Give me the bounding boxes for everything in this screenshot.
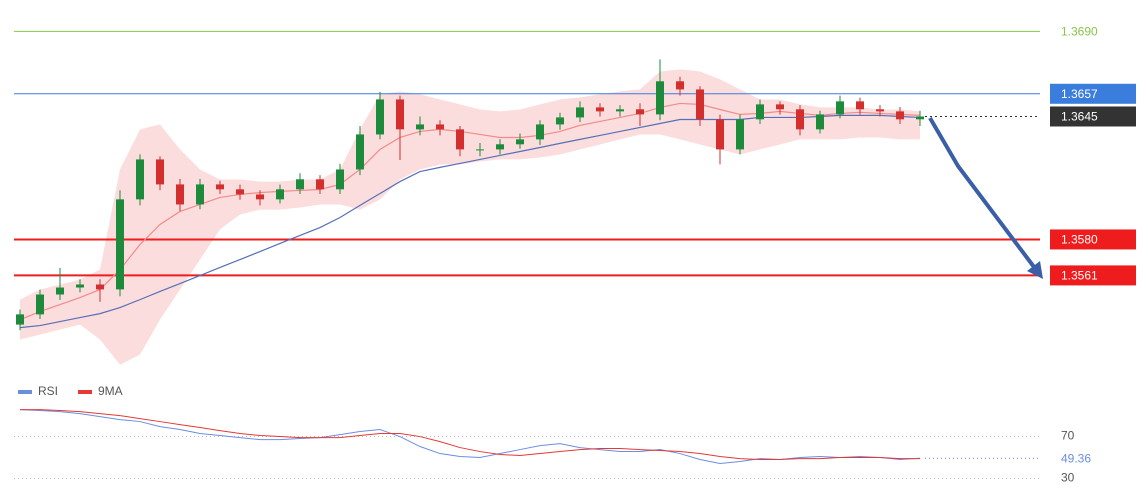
- candle-body: [276, 189, 284, 200]
- candle-body: [436, 124, 444, 130]
- legend-swatch: [18, 390, 32, 394]
- candle-body: [476, 149, 484, 151]
- level-box: [1050, 106, 1136, 127]
- level-label: 1.3645: [1061, 110, 1098, 124]
- candle-body: [796, 109, 804, 130]
- candle-body: [216, 184, 224, 190]
- y-tick-label: 70: [1061, 429, 1075, 443]
- candle-body: [256, 194, 264, 200]
- candle-body: [616, 109, 624, 112]
- candle-body: [636, 109, 644, 115]
- last-value-label: 49.36: [1061, 451, 1091, 465]
- candle-body: [576, 107, 584, 118]
- candle-body: [56, 287, 64, 295]
- candle-body: [736, 119, 744, 150]
- candle-body: [336, 169, 344, 190]
- candle-body: [396, 99, 404, 130]
- candle-body: [96, 284, 104, 290]
- band-layer: [20, 69, 920, 365]
- candle-body: [776, 104, 784, 110]
- candle-body: [296, 179, 304, 190]
- candle-body: [836, 101, 844, 115]
- candle-body: [756, 104, 764, 120]
- candle-body: [916, 116, 924, 120]
- y-tick-label: 30: [1061, 471, 1075, 485]
- candle-body: [16, 314, 24, 325]
- candle-body: [516, 139, 524, 145]
- candle-body: [316, 179, 324, 190]
- arrow-head: [1027, 261, 1043, 279]
- candle-body: [36, 294, 44, 315]
- candle-body: [116, 199, 124, 290]
- candle-body: [76, 284, 84, 288]
- candle-body: [556, 117, 564, 125]
- candle-body: [236, 189, 244, 195]
- level-box: [1050, 229, 1136, 250]
- candle-body: [536, 124, 544, 140]
- candle-body: [416, 124, 424, 130]
- forecast-arrow: [928, 116, 1043, 279]
- candle-body: [156, 159, 164, 185]
- candle-body: [716, 119, 724, 150]
- candle-body: [896, 111, 904, 120]
- bollinger-band: [20, 69, 920, 365]
- level-label: 1.3657: [1061, 87, 1098, 101]
- candle-body: [356, 134, 364, 170]
- candle-body: [856, 101, 864, 110]
- level-box: [1050, 265, 1136, 286]
- candle-body: [816, 114, 824, 130]
- main-layer: 1.3690 1.3657 1.3645 1.3580 1.3561 70 30 RSI 9MA…: [14, 25, 1136, 485]
- moving-average: [19, 102, 921, 321]
- candle-body: [176, 184, 184, 205]
- level-label: 1.3580: [1061, 233, 1098, 247]
- candle-body: [376, 99, 384, 135]
- legend-label: RSI: [38, 384, 58, 398]
- candle-body: [456, 129, 464, 150]
- candle-body: [136, 159, 144, 200]
- candle-body: [496, 144, 504, 150]
- level-box: [1050, 83, 1136, 104]
- level-label: 1.3561: [1061, 269, 1098, 283]
- candle-body: [676, 81, 684, 90]
- candle-body: [196, 184, 204, 205]
- moving-average: [19, 114, 921, 329]
- candle-body: [596, 107, 604, 112]
- candle-body: [876, 109, 884, 112]
- legend-swatch: [78, 390, 92, 394]
- legend-label: 9MA: [98, 384, 123, 398]
- candle-body: [656, 81, 664, 115]
- arrow-line: [928, 116, 1036, 269]
- candle-body: [696, 89, 704, 120]
- indicator-line: [20, 409, 920, 461]
- level-label: 1.3690: [1061, 25, 1098, 39]
